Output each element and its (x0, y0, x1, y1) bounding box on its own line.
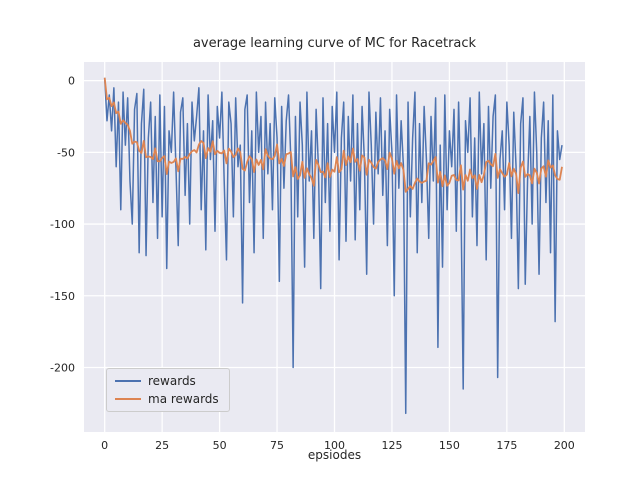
rewards-line-swatch (115, 380, 141, 382)
y-tick-label: -150 (50, 290, 75, 303)
x-tick-label: 100 (324, 439, 345, 452)
x-axis-label: epsiodes (307, 448, 362, 462)
y-tick-label: -200 (50, 361, 75, 374)
x-tick-label: 200 (554, 439, 575, 452)
x-tick-label: 50 (213, 439, 227, 452)
ma-rewards-line-swatch (115, 398, 141, 400)
x-tick-label: 125 (381, 439, 402, 452)
x-tick-label: 150 (439, 439, 460, 452)
chart-title: average learning curve of MC for Racetra… (192, 36, 477, 51)
y-tick-label: 0 (68, 75, 75, 88)
legend-row-rewards: rewards (115, 375, 219, 387)
x-tick-label: 25 (155, 439, 169, 452)
rewards-line (103, 77, 563, 415)
legend-label-ma-rewards: ma rewards (148, 392, 219, 406)
x-tick-label: 75 (270, 439, 284, 452)
ma-rewards-line (103, 77, 563, 194)
y-tick-label: -50 (57, 146, 75, 159)
x-tick-label: 0 (101, 439, 108, 452)
y-tick-label: -100 (50, 218, 75, 231)
x-tick-label: 175 (496, 439, 517, 452)
legend-label-rewards: rewards (148, 374, 196, 388)
legend: rewards ma rewards (106, 368, 230, 412)
legend-row-ma-rewards: ma rewards (115, 393, 219, 405)
